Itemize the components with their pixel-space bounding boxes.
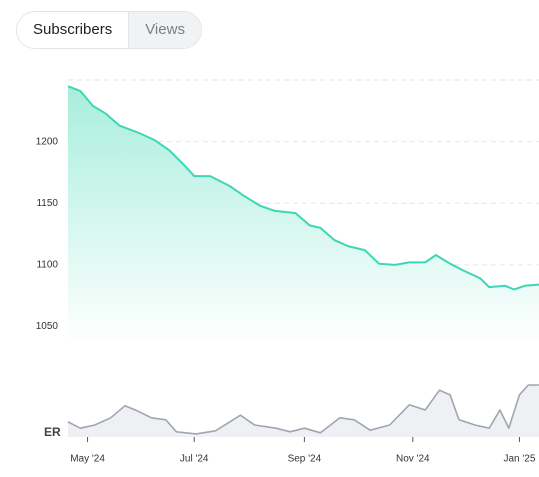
tab-views[interactable]: Views [128, 12, 201, 48]
area [68, 385, 539, 437]
x-tick-label: Nov '24 [396, 454, 430, 465]
area [68, 86, 539, 345]
line [67, 85, 539, 291]
x-tick-label: Sep '24 [288, 454, 322, 465]
line [67, 384, 539, 435]
x-tick-label: Jan '25 [503, 454, 535, 465]
y-tick-label: 1200 [36, 136, 59, 147]
tab-subscribers[interactable]: Subscribers [17, 12, 129, 48]
y-axis-label: ER [44, 425, 61, 439]
x-tick-label: May '24 [70, 454, 105, 465]
y-tick-label: 1100 [36, 260, 58, 271]
tab-group: Subscribers Views [16, 11, 202, 49]
y-tick-label: 1050 [36, 321, 59, 332]
x-tick-label: Jul '24 [180, 454, 209, 465]
y-tick-label: 1150 [36, 198, 58, 209]
